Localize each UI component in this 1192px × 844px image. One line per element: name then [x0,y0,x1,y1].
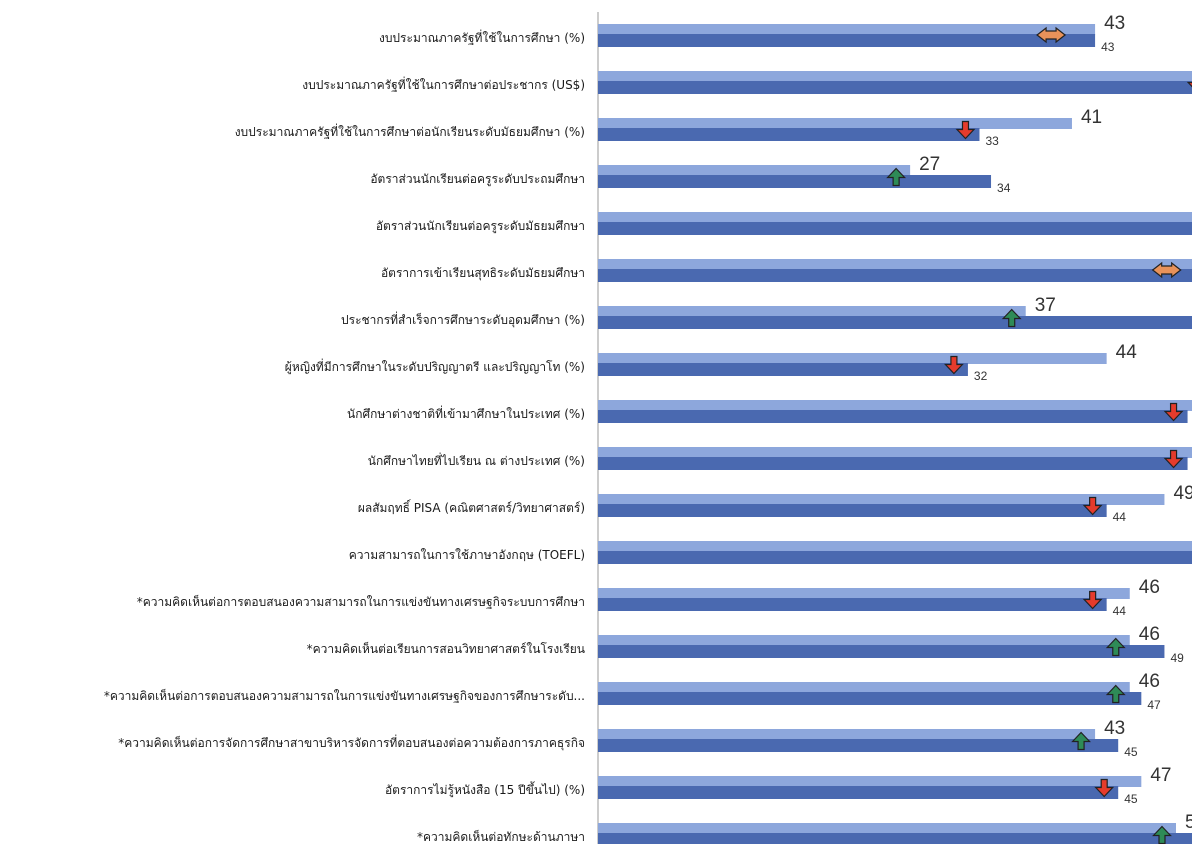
data-label-current: 43 [1104,13,1125,34]
data-label-current: 27 [919,154,940,175]
bar-previous [598,833,1192,844]
trend-up-icon-15 [1071,731,1091,751]
category-label: นักศึกษาไทยที่ไปเรียน ณ ต่างประเทศ (%) [368,452,585,468]
bar-previous [598,128,980,141]
chart-rows: งบประมาณภาครัฐที่ใช้ในการศึกษา (%) 43 43 งบ… [104,13,1192,844]
category-label: อัตราส่วนนักเรียนต่อครูระดับประถมศึกษา [370,172,585,187]
trend-up-icon-6 [1001,308,1022,328]
data-label-previous: 32 [974,369,988,383]
data-label-previous: 43 [1101,40,1115,54]
bar-current [598,541,1192,552]
trend-up-icon-14 [1105,684,1126,704]
category-label: *ความคิดเห็นต่อทักษะด้านภาษา [417,829,585,844]
data-label-current: 37 [1035,295,1056,316]
bar-current [598,494,1165,505]
trend-up-icon-13 [1105,637,1126,657]
data-label-current: 41 [1081,107,1102,128]
data-label-previous: 44 [1113,604,1127,618]
bar-previous [598,786,1119,799]
trend-unchanged-icon-5 [1151,261,1182,279]
bar-current [598,212,1192,223]
bar-current [598,776,1142,787]
bar-previous [598,457,1188,470]
bar-current [598,306,1026,317]
trend-down-icon-16 [1094,778,1115,798]
trend-down-icon-12 [1082,590,1103,610]
bar-current [598,588,1130,599]
category-label: *ความคิดเห็นต่อการจัดการศึกษาสาขาบริหารจ… [118,734,585,751]
data-label-current: 47 [1150,765,1171,786]
bar-current [598,24,1096,35]
bar-previous [598,175,992,188]
bar-previous [598,598,1107,611]
category-label: ประชากรที่สำเร็จการศึกษาระดับอุดมศึกษา (… [341,311,585,328]
bar-previous [598,316,1192,329]
bar-current [598,71,1192,82]
data-label-previous: 49 [1170,651,1184,665]
trend-down-icon-1 [1186,81,1192,88]
bar-current [598,635,1130,646]
bar-current [598,682,1130,693]
trend-up-icon-3 [886,167,907,187]
data-label-previous: 34 [997,181,1011,195]
trend-down-icon-2 [955,120,976,140]
bar-previous [598,739,1119,752]
bar-current [598,447,1192,458]
data-label-previous: 45 [1124,745,1138,759]
bar-previous [598,363,968,376]
bar-current [598,118,1072,129]
category-label: ผู้หญิงที่มีการศึกษาในระดับปริญญาตรี และ… [285,358,585,375]
bar-previous [598,222,1192,235]
data-label-current: 43 [1104,718,1125,739]
trend-unchanged-icon-0 [1036,26,1067,44]
bar-previous [598,269,1192,282]
category-label: อัตราการไม่รู้หนังสือ (15 ปีขึ้นไป) (%) [385,781,585,798]
data-label-current: 46 [1139,577,1160,598]
category-label: อัตราการเข้าเรียนสุทธิระดับมัธยมศึกษา [381,266,585,281]
data-label-current: 44 [1116,342,1138,363]
data-label-previous: 47 [1147,698,1161,712]
category-label: *ความคิดเห็นต่อเรียนการสอนวิทยาศาสตร์ในโ… [307,641,585,656]
bar-previous [598,504,1107,517]
data-label-current: 50 [1185,812,1192,833]
trend-down-icon-10 [1082,496,1103,516]
bar-current [598,823,1176,834]
category-label: นักศึกษาต่างชาติที่เข้ามาศึกษาในประเทศ (… [347,405,585,421]
data-label-previous: 45 [1124,792,1138,806]
data-label-previous: 44 [1113,510,1127,524]
bar-previous [598,645,1165,658]
data-label-current: 46 [1139,671,1160,692]
bar-current [598,400,1192,411]
category-label: *ความคิดเห็นต่อการตอบสนองความสามารถในการ… [137,594,585,609]
trend-down-icon-7 [944,355,964,375]
category-label: *ความคิดเห็นต่อการตอบสนองความสามารถในการ… [104,688,585,703]
data-label-current: 49 [1173,483,1192,504]
bar-previous [598,81,1192,94]
category-label: งบประมาณภาครัฐที่ใช้ในการศึกษาต่อนักเรีย… [235,123,585,139]
bar-previous [598,551,1192,564]
bar-previous [598,410,1188,423]
data-label-previous: 33 [985,134,999,148]
bar-current [598,353,1107,364]
category-label: อัตราส่วนนักเรียนต่อครูระดับมัธยมศึกษา [376,219,585,234]
bar-previous [598,34,1096,47]
bar-current [598,259,1192,270]
bar-current [598,165,911,176]
category-label: งบประมาณภาครัฐที่ใช้ในการศึกษาต่อประชากร… [302,76,585,92]
bar-current [598,729,1096,740]
trend-down-icon-8 [1163,402,1184,422]
data-label-current: 46 [1139,624,1160,645]
category-label: ผลสัมฤทธิ์ PISA (คณิตศาสตร์/วิทยาศาสตร์) [358,499,585,515]
category-label: งบประมาณภาครัฐที่ใช้ในการศึกษา (%) [379,29,585,45]
bar-previous [598,692,1142,705]
trend-down-icon-9 [1163,449,1184,469]
category-label: ความสามารถในการใช้ภาษาอังกฤษ (TOEFL) [349,548,585,562]
